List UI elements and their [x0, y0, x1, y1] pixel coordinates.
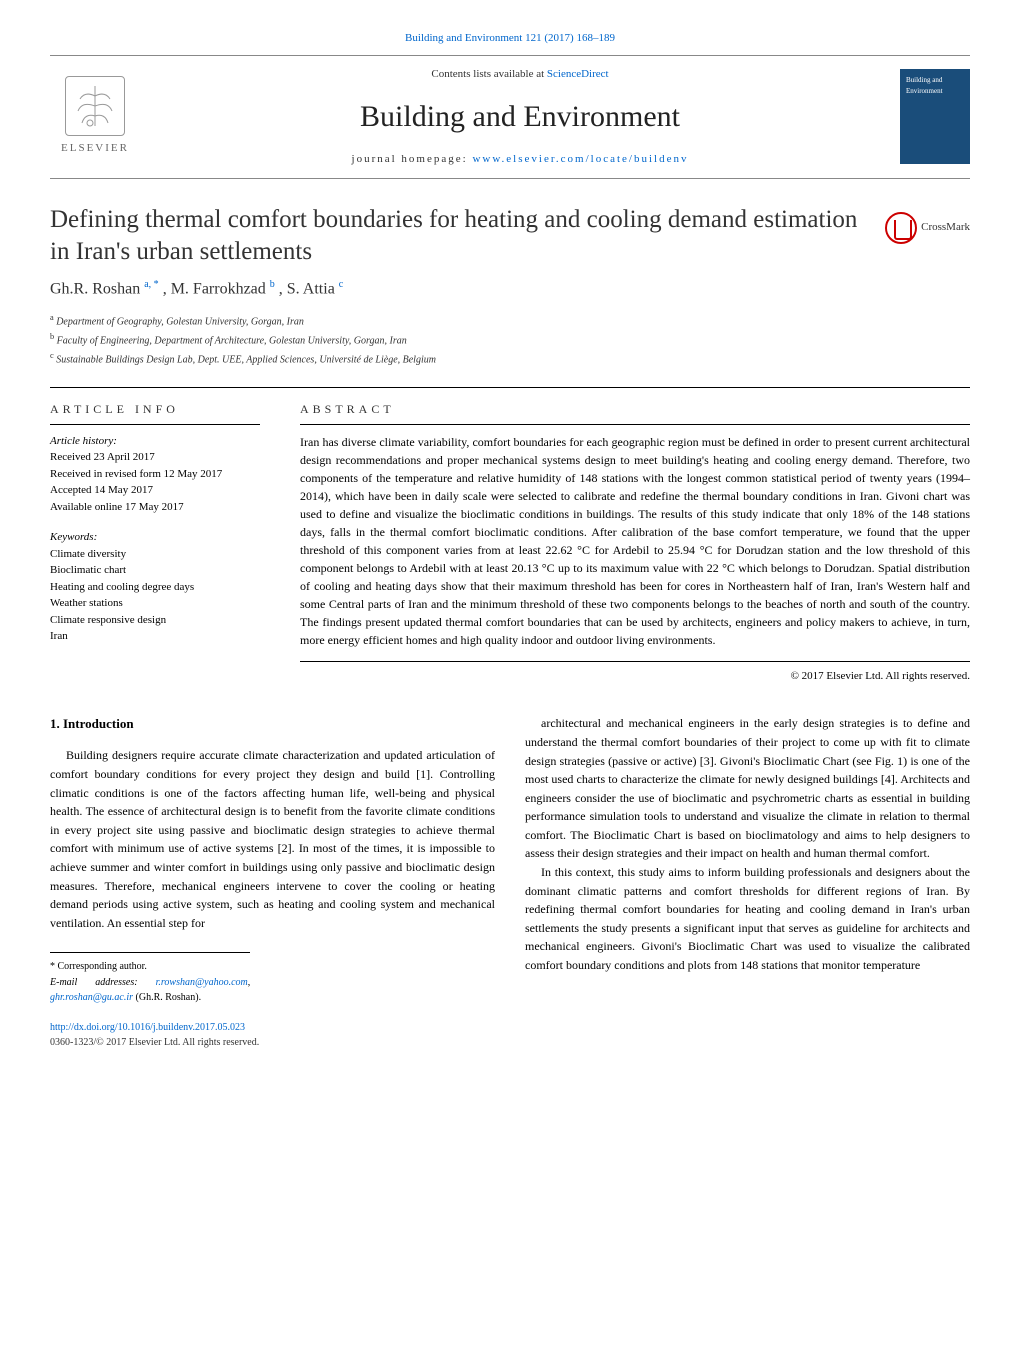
keyword-5: Iran: [50, 628, 260, 645]
keywords-block: Keywords: Climate diversity Bioclimatic …: [50, 529, 260, 645]
abstract-column: ABSTRACT Iran has diverse climate variab…: [280, 400, 970, 685]
elsevier-label: ELSEVIER: [61, 140, 129, 157]
journal-homepage: journal homepage: www.elsevier.com/locat…: [140, 151, 900, 168]
cover-text: Building and Environment: [906, 75, 964, 96]
keywords-label: Keywords:: [50, 529, 260, 546]
elsevier-logo: ELSEVIER: [50, 67, 140, 167]
history-block: Article history: Received 23 April 2017 …: [50, 433, 260, 516]
crossmark-label: CrossMark: [921, 219, 970, 236]
info-heading: ARTICLE INFO: [50, 400, 260, 425]
author-2: , M. Farrokhzad: [163, 280, 266, 297]
info-abstract-block: ARTICLE INFO Article history: Received 2…: [50, 387, 970, 685]
abstract-heading: ABSTRACT: [300, 400, 970, 425]
article-info: ARTICLE INFO Article history: Received 2…: [50, 400, 280, 685]
journal-cover-icon: Building and Environment: [900, 69, 970, 164]
author-3: , S. Attia: [279, 280, 335, 297]
column-right: architectural and mechanical engineers i…: [525, 714, 970, 1006]
crossmark-icon: [885, 212, 917, 244]
column-left: 1. Introduction Building designers requi…: [50, 714, 495, 1006]
accepted-date: Accepted 14 May 2017: [50, 482, 260, 499]
affiliation-a: Department of Geography, Golestan Univer…: [56, 316, 304, 327]
corresponding-label: * Corresponding author.: [50, 959, 250, 975]
online-date: Available online 17 May 2017: [50, 499, 260, 516]
col2-p2: In this context, this study aims to info…: [525, 863, 970, 975]
article-title: Defining thermal comfort boundaries for …: [50, 204, 865, 269]
homepage-prefix: journal homepage:: [352, 153, 473, 165]
sciencedirect-link[interactable]: ScienceDirect: [547, 68, 609, 80]
homepage-link[interactable]: www.elsevier.com/locate/buildenv: [472, 153, 688, 165]
received-date: Received 23 April 2017: [50, 449, 260, 466]
author-2-sup: b: [270, 279, 275, 290]
affiliation-c: Sustainable Buildings Design Lab, Dept. …: [56, 355, 436, 366]
abstract-copyright: © 2017 Elsevier Ltd. All rights reserved…: [300, 668, 970, 685]
center-header: Contents lists available at ScienceDirec…: [140, 66, 900, 168]
main-content: 1. Introduction Building designers requi…: [50, 714, 970, 1006]
elsevier-tree-icon: [65, 76, 125, 136]
keyword-1: Bioclimatic chart: [50, 562, 260, 579]
citation-link[interactable]: Building and Environment 121 (2017) 168–…: [50, 30, 970, 47]
author-1: Gh.R. Roshan: [50, 280, 140, 297]
authors: Gh.R. Roshan a, * , M. Farrokhzad b , S.…: [50, 277, 970, 301]
journal-header: ELSEVIER Contents lists available at Sci…: [50, 55, 970, 179]
keyword-4: Climate responsive design: [50, 612, 260, 629]
author-3-sup: c: [339, 279, 343, 290]
journal-title: Building and Environment: [140, 94, 900, 139]
crossmark-badge[interactable]: CrossMark: [885, 212, 970, 244]
email-label: E-mail addresses:: [50, 977, 138, 988]
keyword-2: Heating and cooling degree days: [50, 579, 260, 596]
col2-p1: architectural and mechanical engineers i…: [525, 714, 970, 863]
author-1-sup: a, *: [144, 279, 158, 290]
intro-heading: 1. Introduction: [50, 714, 495, 734]
keyword-3: Weather stations: [50, 595, 260, 612]
issn-text: 0360-1323/© 2017 Elsevier Ltd. All right…: [50, 1035, 970, 1050]
contents-list: Contents lists available at ScienceDirec…: [140, 66, 900, 83]
keyword-0: Climate diversity: [50, 546, 260, 563]
abstract-text: Iran has diverse climate variability, co…: [300, 433, 970, 662]
col1-p1: Building designers require accurate clim…: [50, 746, 495, 932]
title-row: Defining thermal comfort boundaries for …: [50, 204, 970, 269]
doi-link[interactable]: http://dx.doi.org/10.1016/j.buildenv.201…: [50, 1020, 970, 1035]
contents-prefix: Contents lists available at: [431, 68, 546, 80]
corresponding-name: (Gh.R. Roshan).: [136, 992, 202, 1003]
affiliation-b: Faculty of Engineering, Department of Ar…: [57, 335, 407, 346]
footer: http://dx.doi.org/10.1016/j.buildenv.201…: [50, 1020, 970, 1050]
email-1[interactable]: r.rowshan@yahoo.com: [156, 977, 248, 988]
history-label: Article history:: [50, 433, 260, 450]
corresponding-author: * Corresponding author. E-mail addresses…: [50, 952, 250, 1006]
affiliations: a Department of Geography, Golestan Univ…: [50, 311, 970, 369]
email-2[interactable]: ghr.roshan@gu.ac.ir: [50, 992, 133, 1003]
revised-date: Received in revised form 12 May 2017: [50, 466, 260, 483]
